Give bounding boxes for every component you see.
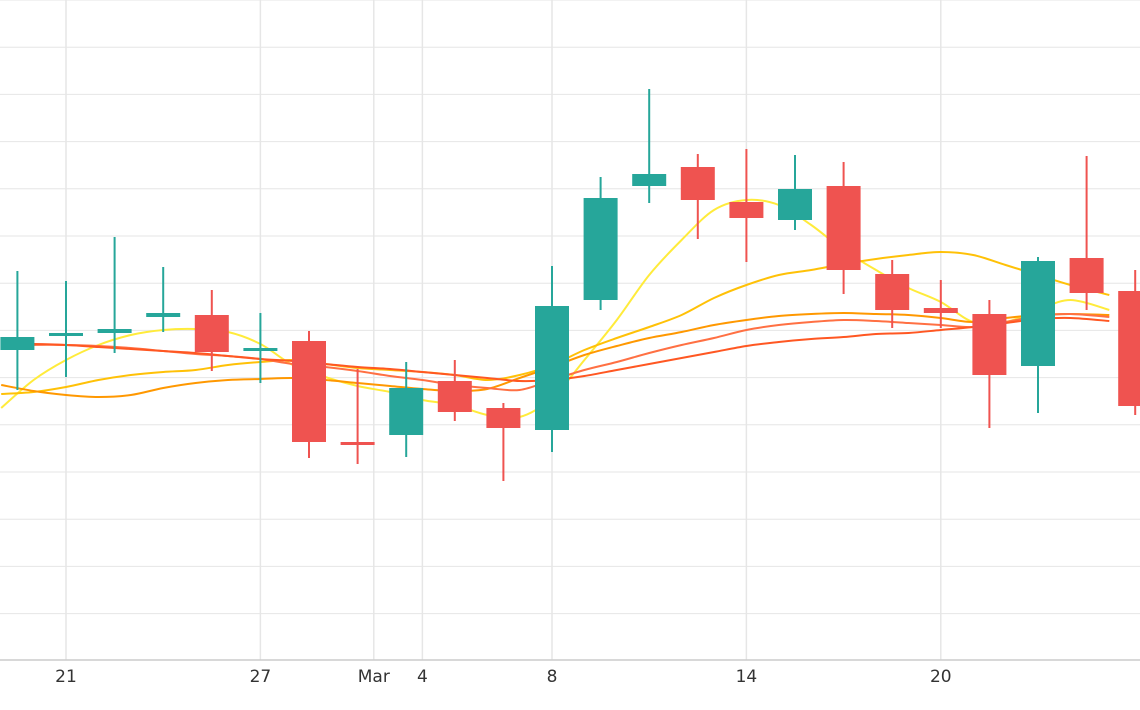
candle-body [729,202,764,218]
x-tick-label: 8 [547,667,558,687]
candle-body [243,348,278,351]
candle-body [778,189,812,220]
candle-down [1069,156,1104,310]
candle-body [875,274,910,310]
x-tick-label: 4 [417,667,428,687]
candle-up [97,237,132,353]
candles [0,89,1140,481]
candle-body [1069,258,1104,293]
candle-body [1021,261,1055,366]
candle-down [194,290,229,371]
candle-body [437,381,472,412]
candle-down [340,369,375,464]
candle-body [49,333,83,336]
candle-up [243,313,278,383]
candle-down [923,280,958,328]
candle-body [826,186,861,270]
candle-body [923,308,958,313]
candle-body [292,341,326,442]
x-tick-label: 27 [250,667,272,687]
candle-body [632,174,667,186]
candle-body [340,442,375,445]
candle-body [389,388,424,435]
x-tick-label: Mar [358,667,390,687]
candle-down [437,360,472,421]
candle-body [194,315,229,352]
candle-down [729,149,764,262]
candle-down [972,300,1007,428]
x-tick-label: 14 [736,667,758,687]
candle-body [0,337,35,350]
x-tick-label: 20 [930,667,952,687]
candle-body [97,329,132,333]
x-tick-label: 21 [55,667,77,687]
candle-up [1021,257,1055,413]
candle-body [680,167,715,200]
candle-body [583,198,618,300]
candle-up [778,155,812,230]
candle-down [680,154,715,239]
candle-body [1118,291,1140,406]
candle-up [535,266,569,452]
candle-down [875,260,910,328]
candle-down [1118,270,1140,415]
candle-up [632,89,667,203]
candle-up [389,362,424,457]
x-axis-ticks: 21 27 Mar 4 8 14 20 [55,667,951,687]
candle-up [583,177,618,310]
candle-body [972,314,1007,375]
candle-body [146,313,181,317]
candle-body [486,408,521,428]
candle-body [535,306,569,430]
candle-up [49,281,83,377]
candle-down [486,403,521,481]
candle-down [292,331,326,458]
candle-up [146,267,181,332]
candle-down [826,162,861,294]
candle-up [0,271,35,390]
